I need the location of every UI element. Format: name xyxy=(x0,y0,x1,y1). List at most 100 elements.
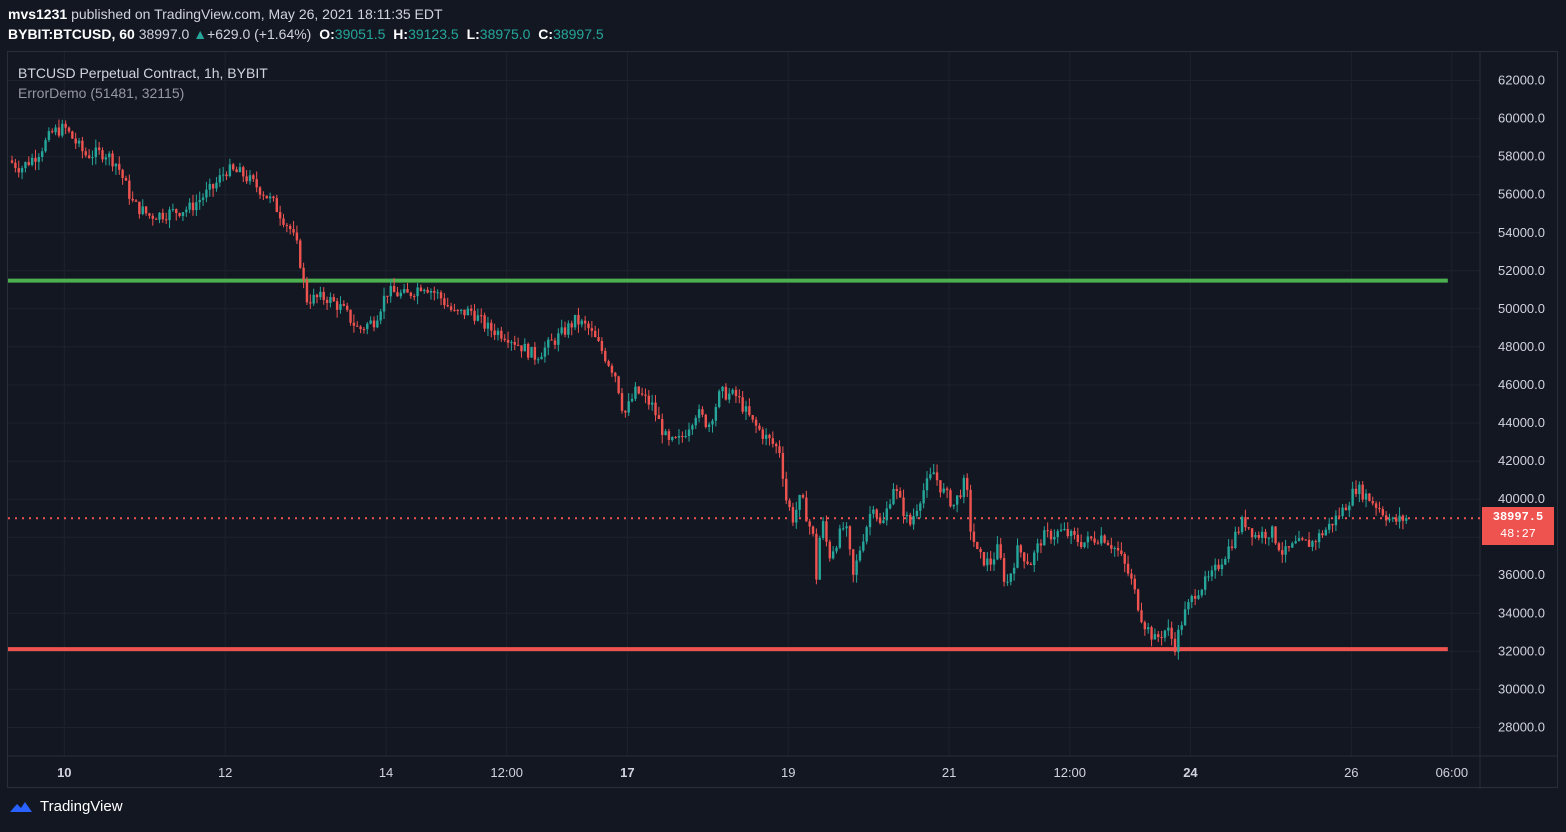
candle-body xyxy=(1401,515,1405,521)
candle-body xyxy=(741,397,744,412)
candle-body xyxy=(1304,539,1307,541)
candle-body xyxy=(976,541,979,550)
candle-body xyxy=(657,415,661,420)
candle-body xyxy=(1395,517,1398,522)
indicator-title[interactable]: ErrorDemo (51481, 32115) xyxy=(18,85,185,101)
candle-body xyxy=(429,291,433,293)
candle-body xyxy=(1257,535,1260,538)
candle-body xyxy=(285,224,289,226)
candle-body xyxy=(1039,543,1043,546)
candle-body xyxy=(312,294,315,304)
published-text: published on TradingView.com, May 26, 20… xyxy=(71,6,443,22)
candle-body xyxy=(620,393,624,411)
time-axis[interactable]: 10 12 14 12:00 17 19 21 12:00 24 26 06:00 xyxy=(57,765,1468,780)
price-axis[interactable]: 28000.030000.032000.034000.036000.038000… xyxy=(1498,73,1545,735)
candle-body xyxy=(486,322,490,329)
series-title[interactable]: BTCUSD Perpetual Contract, 1h, BYBIT xyxy=(18,65,268,81)
candle-body xyxy=(195,202,198,211)
candle-body xyxy=(1150,627,1153,640)
candle-body xyxy=(982,552,986,566)
candle-body xyxy=(701,409,704,415)
candle-body xyxy=(1324,529,1328,536)
candle-body xyxy=(614,372,617,377)
candle-body xyxy=(1220,564,1224,570)
candle-body xyxy=(57,127,61,136)
candle-body xyxy=(791,507,795,523)
candle-body xyxy=(1260,531,1264,538)
candle-body xyxy=(1217,564,1220,570)
candle-body xyxy=(1016,545,1019,568)
candle-body xyxy=(262,194,265,196)
candle-body xyxy=(831,551,835,559)
candle-body xyxy=(935,472,939,481)
chart-frame xyxy=(7,51,1558,788)
candle-body xyxy=(902,497,905,517)
candle-body xyxy=(1314,541,1317,543)
candle-body xyxy=(342,304,346,306)
x-tick-label: 19 xyxy=(781,765,795,780)
candle-body xyxy=(1354,488,1358,495)
candle-body xyxy=(1012,567,1016,574)
candle-body xyxy=(600,340,604,351)
candle-body xyxy=(238,167,242,173)
ohlc-bar: BYBIT:BTCUSD, 60 38997.0 ▲+629.0 (+1.64%… xyxy=(8,26,604,42)
candle-body xyxy=(768,434,771,439)
candle-body xyxy=(232,164,235,170)
candle-body xyxy=(292,229,295,233)
candle-body xyxy=(24,162,27,169)
candle-body xyxy=(684,436,687,438)
candle-body xyxy=(865,527,868,542)
candle-body xyxy=(1160,637,1163,639)
candle-body xyxy=(299,240,302,268)
candle-body xyxy=(798,494,801,510)
candle-body xyxy=(855,560,858,575)
candle-body xyxy=(815,533,818,580)
candle-body xyxy=(34,157,37,162)
candle-body xyxy=(185,209,188,213)
candle-body xyxy=(265,195,268,199)
candle-body xyxy=(151,215,154,219)
candle-body xyxy=(577,314,580,325)
candle-body xyxy=(758,425,761,430)
candle-body xyxy=(771,438,775,444)
candle-body xyxy=(761,429,764,439)
candle-body xyxy=(707,424,711,427)
x-tick-label: 24 xyxy=(1183,765,1198,780)
candle-body xyxy=(483,315,486,329)
candle-body xyxy=(473,310,476,321)
candle-body xyxy=(433,291,436,293)
candle-body xyxy=(1136,589,1140,611)
author-name[interactable]: mvs1231 xyxy=(8,6,68,22)
candle-body xyxy=(1180,625,1183,630)
low-value: 38975.0 xyxy=(479,26,531,42)
candle-body xyxy=(121,169,124,178)
candle-body xyxy=(1143,622,1147,630)
candle-body xyxy=(1113,547,1116,549)
candle-body xyxy=(282,218,285,225)
candle-body xyxy=(503,338,506,340)
candle-body xyxy=(255,179,258,188)
candle-body xyxy=(201,197,205,200)
y-tick-label: 36000.0 xyxy=(1498,567,1545,582)
candle-body xyxy=(61,123,64,136)
candle-body xyxy=(724,386,728,400)
candle-body xyxy=(721,386,724,392)
close-label: C: xyxy=(538,26,554,42)
candle-body xyxy=(1079,542,1083,548)
candle-body xyxy=(952,504,956,507)
candle-body xyxy=(1317,533,1321,543)
candle-body xyxy=(842,528,845,530)
candle-body xyxy=(118,163,121,170)
candle-body xyxy=(493,330,496,336)
candle-body xyxy=(161,212,165,220)
candle-body xyxy=(463,309,466,316)
tradingview-logo[interactable]: TradingView xyxy=(8,798,123,815)
candle-body xyxy=(349,309,352,323)
candle-body xyxy=(882,520,885,524)
candle-body xyxy=(1103,535,1106,543)
candle-body xyxy=(369,320,372,324)
candle-body xyxy=(1053,536,1056,540)
candle-body xyxy=(396,292,399,297)
candle-body xyxy=(1244,517,1247,528)
